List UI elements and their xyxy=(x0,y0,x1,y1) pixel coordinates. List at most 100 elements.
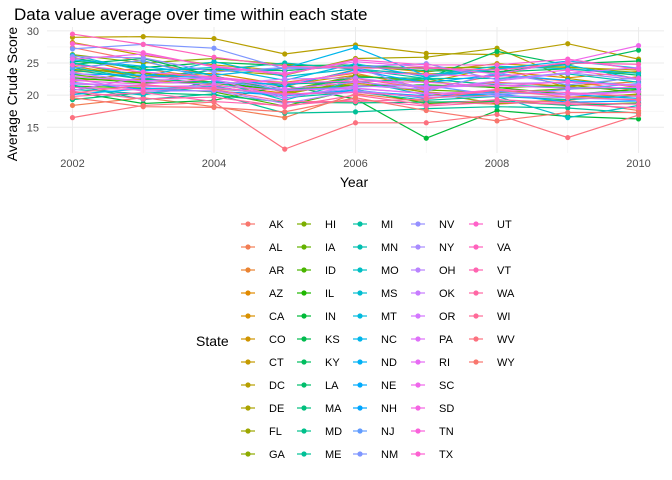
legend-item-WY: WY xyxy=(469,357,515,369)
legend-label: MI xyxy=(381,219,393,231)
data-point xyxy=(140,82,146,88)
data-point xyxy=(140,104,146,110)
data-point xyxy=(352,98,359,105)
data-point xyxy=(494,62,500,68)
data-point xyxy=(423,79,429,85)
data-point xyxy=(352,69,359,75)
y-tick-label: 25 xyxy=(27,58,39,70)
legend-label: ND xyxy=(381,357,397,369)
data-point xyxy=(352,65,359,71)
y-tick-label: 15 xyxy=(27,122,39,134)
legend-item-AK: AK xyxy=(241,219,284,231)
x-tick-label: 2004 xyxy=(202,158,226,170)
data-point xyxy=(635,116,642,122)
legend-item-NJ: NJ xyxy=(353,426,394,438)
data-point xyxy=(282,115,288,121)
data-point xyxy=(423,107,429,114)
data-point xyxy=(423,120,429,126)
legend-key-point xyxy=(301,290,307,296)
legend-label: ID xyxy=(325,265,336,277)
legend-key-point xyxy=(473,267,479,273)
data-point xyxy=(565,134,571,141)
x-tick-label: 2010 xyxy=(626,158,650,170)
legend-label: IN xyxy=(325,311,336,323)
data-point xyxy=(69,62,76,68)
legend-label: MS xyxy=(381,288,398,300)
data-point xyxy=(211,54,217,60)
legend-item-FL: FL xyxy=(241,426,282,438)
legend-label: NJ xyxy=(381,426,394,438)
legend-key-point xyxy=(357,451,363,457)
data-point xyxy=(494,118,500,124)
data-point xyxy=(565,41,571,47)
data-point xyxy=(494,73,500,80)
data-point xyxy=(635,47,642,53)
data-point xyxy=(494,48,500,55)
data-point xyxy=(494,97,500,103)
data-point xyxy=(211,45,217,51)
legend-item-ID: ID xyxy=(297,265,336,277)
legend-item-GA: GA xyxy=(241,449,286,461)
legend-key-point xyxy=(473,244,479,250)
data-point xyxy=(282,91,288,97)
legend-label: WV xyxy=(497,334,515,346)
y-tick-label: 30 xyxy=(27,26,39,38)
legend-label: FL xyxy=(269,426,282,438)
legend-key-point xyxy=(415,313,421,319)
series-WY xyxy=(69,95,642,124)
legend-item-HI: HI xyxy=(297,219,336,231)
legend-item-ME: ME xyxy=(297,449,342,461)
data-point xyxy=(211,94,217,100)
data-point xyxy=(423,135,429,141)
data-point xyxy=(69,77,76,83)
legend-key-point xyxy=(357,290,363,296)
legend-key-point xyxy=(357,428,363,434)
data-point xyxy=(494,78,500,84)
legend-item-AR: AR xyxy=(241,265,284,277)
data-point xyxy=(140,89,146,96)
legend-item-TX: TX xyxy=(411,449,454,461)
data-point xyxy=(282,146,288,152)
data-point xyxy=(635,75,642,82)
legend-key-point xyxy=(245,313,251,319)
legend-key-point xyxy=(301,313,307,319)
legend-label: DE xyxy=(269,403,284,415)
data-point xyxy=(69,115,76,121)
legend-label: MT xyxy=(381,311,397,323)
legend-item-OR: OR xyxy=(411,311,456,323)
data-point xyxy=(140,74,146,80)
legend-key-point xyxy=(415,290,421,296)
data-point xyxy=(282,109,288,115)
legend-item-NC: NC xyxy=(353,334,397,346)
legend-key-point xyxy=(473,336,479,342)
legend-label: PA xyxy=(439,334,454,346)
legend-item-SD: SD xyxy=(411,403,454,415)
legend-label: KY xyxy=(325,357,340,369)
data-point xyxy=(140,96,146,102)
data-point xyxy=(565,89,571,96)
legend-item-NY: NY xyxy=(411,242,455,254)
legend-label: GA xyxy=(269,449,286,461)
data-point xyxy=(282,80,288,87)
data-point xyxy=(282,71,288,78)
legend-item-OH: OH xyxy=(411,265,456,277)
legend-key-point xyxy=(473,290,479,296)
legend-key-point xyxy=(245,221,251,227)
legend-key-point xyxy=(301,405,307,411)
data-point xyxy=(69,70,76,76)
data-point xyxy=(423,65,429,71)
series-VA xyxy=(69,31,642,73)
data-point xyxy=(69,41,76,47)
data-point xyxy=(352,44,359,51)
legend-label: DC xyxy=(269,380,285,392)
legend-key-point xyxy=(245,451,251,457)
data-point xyxy=(211,59,217,65)
legend-label: MO xyxy=(381,265,399,277)
data-point xyxy=(69,102,76,109)
data-point xyxy=(635,109,642,116)
data-point xyxy=(565,105,571,111)
legend-key-point xyxy=(301,382,307,388)
data-point xyxy=(140,50,146,56)
legend-label: UT xyxy=(497,219,512,231)
